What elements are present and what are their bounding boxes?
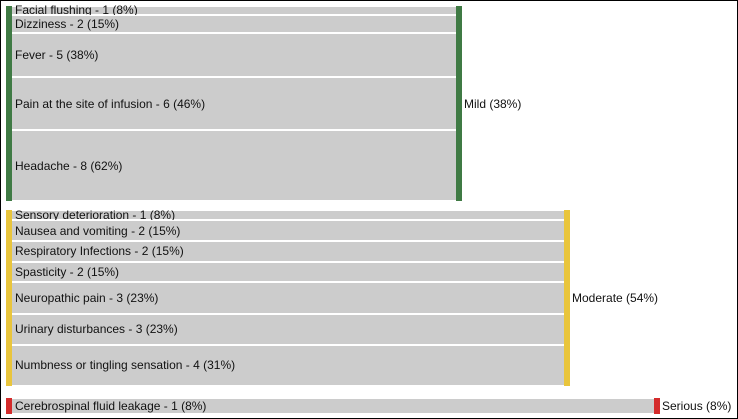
source-node-label: Pain at the site of infusion - 6 (46%)	[15, 96, 206, 111]
source-node-bar[interactable]	[6, 210, 12, 221]
category-node-bar[interactable]	[456, 6, 462, 201]
source-node-bar[interactable]	[6, 32, 12, 77]
flow-link[interactable]	[6, 130, 456, 201]
flow-link[interactable]	[6, 32, 456, 77]
source-node-label: Nausea and vomiting - 2 (15%)	[15, 223, 181, 238]
source-node-label: Sensory deterioration - 1 (8%)	[15, 208, 176, 223]
source-node-bar[interactable]	[6, 241, 12, 262]
source-node-label: Urinary disturbances - 3 (23%)	[15, 322, 178, 337]
flow-link[interactable]	[6, 76, 456, 131]
source-node-label: Headache - 8 (62%)	[15, 158, 123, 173]
source-node-label: Fever - 5 (38%)	[15, 47, 99, 62]
flow-link[interactable]	[6, 210, 564, 221]
source-node-bar[interactable]	[6, 76, 12, 131]
category-node-label: Mild (38%)	[464, 96, 522, 111]
source-node-bar[interactable]	[6, 261, 12, 283]
source-node-bar[interactable]	[6, 220, 12, 242]
source-node-bar[interactable]	[6, 14, 12, 33]
flow-link[interactable]	[6, 241, 564, 262]
flow-link[interactable]	[6, 14, 456, 33]
flow-link[interactable]	[6, 398, 654, 414]
category-node-label: Serious (8%)	[662, 399, 732, 413]
flow-link[interactable]	[6, 261, 564, 283]
flow-link[interactable]	[6, 282, 564, 314]
source-node-label: Respiratory Infections - 2 (15%)	[15, 244, 184, 259]
flow-link[interactable]	[6, 313, 564, 345]
source-node-label: Facial flushing - 1 (8%)	[15, 3, 138, 18]
source-node-label: Numbness or tingling sensation - 4 (31%)	[15, 358, 236, 373]
source-node-label: Neuropathic pain - 3 (23%)	[15, 291, 159, 305]
source-node-label: Cerebrospinal fluid leakage - 1 (8%)	[15, 399, 207, 413]
source-node-bar[interactable]	[6, 398, 12, 414]
source-node-bar[interactable]	[6, 344, 12, 386]
flow-link[interactable]	[6, 6, 456, 15]
flow-link[interactable]	[6, 220, 564, 242]
category-node-label: Moderate (54%)	[572, 291, 659, 305]
source-node-bar[interactable]	[6, 130, 12, 201]
source-node-bar[interactable]	[6, 6, 12, 15]
source-node-bar[interactable]	[6, 282, 12, 314]
flow-link[interactable]	[6, 344, 564, 386]
source-node-label: Dizziness - 2 (15%)	[15, 16, 120, 31]
category-node-bar[interactable]	[564, 210, 570, 386]
source-node-bar[interactable]	[6, 313, 12, 345]
category-node-bar[interactable]	[654, 398, 660, 414]
source-node-label: Spasticity - 2 (15%)	[15, 265, 120, 280]
